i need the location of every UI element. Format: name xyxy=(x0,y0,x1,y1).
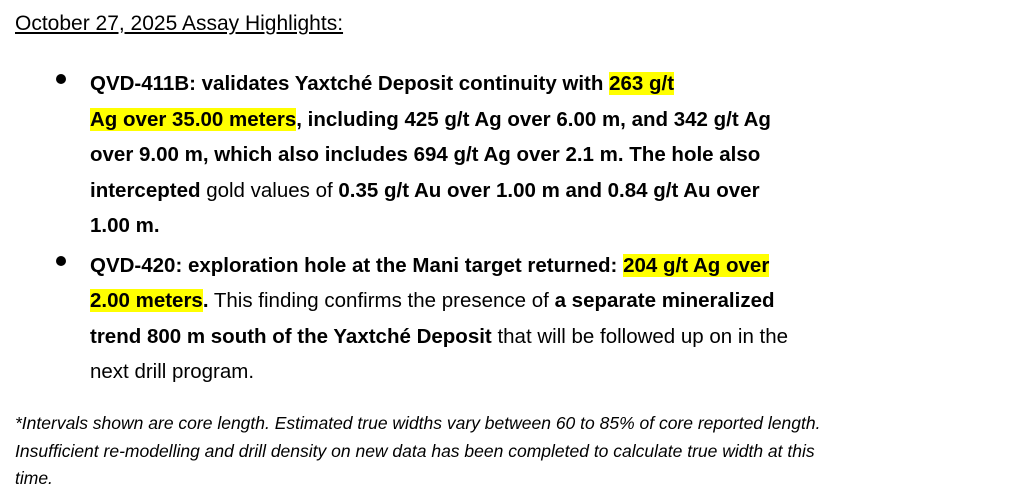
text-run: 1.00 m. xyxy=(90,214,160,237)
text-run: . xyxy=(202,289,209,312)
highlighted-text: 204 g/t Ag over xyxy=(623,253,770,277)
footnote-line: *Intervals shown are core length. Estima… xyxy=(15,413,821,433)
text-run: QVD-420: exploration hole at the Mani ta… xyxy=(90,253,624,277)
text-run: intercepted xyxy=(90,178,201,202)
list-item: QVD-420: exploration hole at the Mani ta… xyxy=(0,248,788,390)
footnote-line: time. xyxy=(15,468,53,488)
text-run: that will be followed up on in the xyxy=(491,324,789,348)
highlights-list: QVD-411B: validates Yaxtché Deposit cont… xyxy=(0,66,788,390)
text-line: 2.00 meters. This finding confirms the p… xyxy=(90,283,788,319)
bullet-icon xyxy=(56,74,66,84)
text-run: trend 800 m south of the Yaxtché Deposit xyxy=(90,324,492,348)
text-line: QVD-411B: validates Yaxtché Deposit cont… xyxy=(90,66,788,102)
text-line: 1.00 m. xyxy=(90,208,788,244)
section-title: October 27, 2025 Assay Highlights: xyxy=(15,12,344,35)
text-run: next drill program. xyxy=(90,360,255,383)
text-line: QVD-420: exploration hole at the Mani ta… xyxy=(90,248,788,284)
text-run: 0.35 g/t Au over 1.00 m and 0.84 g/t Au … xyxy=(338,178,760,202)
highlighted-text: 2.00 meters xyxy=(90,289,203,312)
text-run: This finding confirms the presence of xyxy=(208,289,555,312)
text-run: a separate mineralized xyxy=(554,289,775,312)
list-item: QVD-411B: validates Yaxtché Deposit cont… xyxy=(0,66,788,244)
text-line: intercepted gold values of 0.35 g/t Au o… xyxy=(90,173,788,209)
text-run: gold values of xyxy=(200,178,339,202)
text-run: QVD-411B: validates Yaxtché Deposit cont… xyxy=(90,72,610,95)
highlighted-text: Ag over 35.00 meters xyxy=(90,107,297,131)
text-line: over 9.00 m, which also includes 694 g/t… xyxy=(90,137,788,173)
text-line: next drill program. xyxy=(90,354,788,390)
bullet-icon xyxy=(56,255,66,266)
text-line: Ag over 35.00 meters, including 425 g/t … xyxy=(90,102,788,138)
footnote-line: Insufficient re-modelling and drill dens… xyxy=(15,440,815,461)
text-line: trend 800 m south of the Yaxtché Deposit… xyxy=(90,319,788,355)
highlighted-text: 263 g/t xyxy=(609,72,675,95)
text-run: over 9.00 m, which also includes 694 g/t… xyxy=(90,143,761,166)
footnote: *Intervals shown are core length. Estima… xyxy=(15,410,820,493)
text-run: , including 425 g/t Ag over 6.00 m, and … xyxy=(296,107,771,131)
